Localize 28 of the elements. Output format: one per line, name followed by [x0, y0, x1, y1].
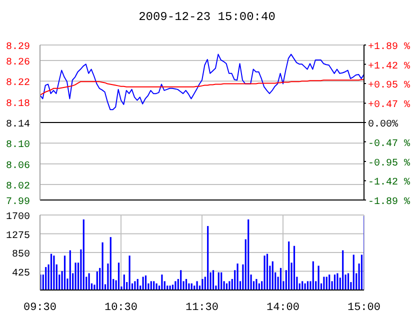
y2-tick-label: 0.00%: [368, 120, 398, 130]
y-tick-label: 8.26: [6, 58, 30, 68]
y-tick-label: 8.18: [6, 98, 30, 110]
y-tick-label: 1700: [6, 212, 30, 223]
chart-title: 2009-12-23 15:00:40: [138, 10, 276, 24]
x-tick-label: 11:30: [185, 302, 219, 314]
y-tick-label: 7.99: [6, 197, 30, 208]
y2-tick-label: +1.42 %: [368, 61, 410, 72]
y2-tick-label: +0.47 %: [368, 100, 410, 112]
y2-tick-label: +1.89 %: [368, 42, 410, 53]
y-tick-label: 8.02: [6, 182, 30, 192]
y2-tick-label: -0.95 %: [368, 158, 410, 170]
x-tick-label: 09:30: [23, 302, 57, 314]
y-tick-label: 8.14: [6, 120, 30, 130]
x-tick-label: 10:30: [104, 302, 138, 314]
y-tick-label: 425: [12, 268, 30, 280]
y-tick-label: 1275: [6, 230, 30, 242]
y2-tick-label: -0.47 %: [368, 138, 410, 150]
y-tick-label: 8.06: [6, 160, 30, 172]
y2-tick-label: +0.95 %: [368, 80, 410, 92]
y-tick-label: 850: [12, 250, 30, 260]
y2-tick-label: -1.89 %: [368, 197, 410, 208]
y-tick-label: 8.29: [6, 42, 30, 53]
y-tick-label: 8.22: [6, 78, 30, 90]
x-tick-label: 14:00: [266, 302, 300, 314]
x-tick-label: 15:00: [347, 302, 381, 314]
y-tick-label: 8.10: [6, 140, 30, 152]
y2-tick-label: -1.42 %: [368, 178, 410, 189]
